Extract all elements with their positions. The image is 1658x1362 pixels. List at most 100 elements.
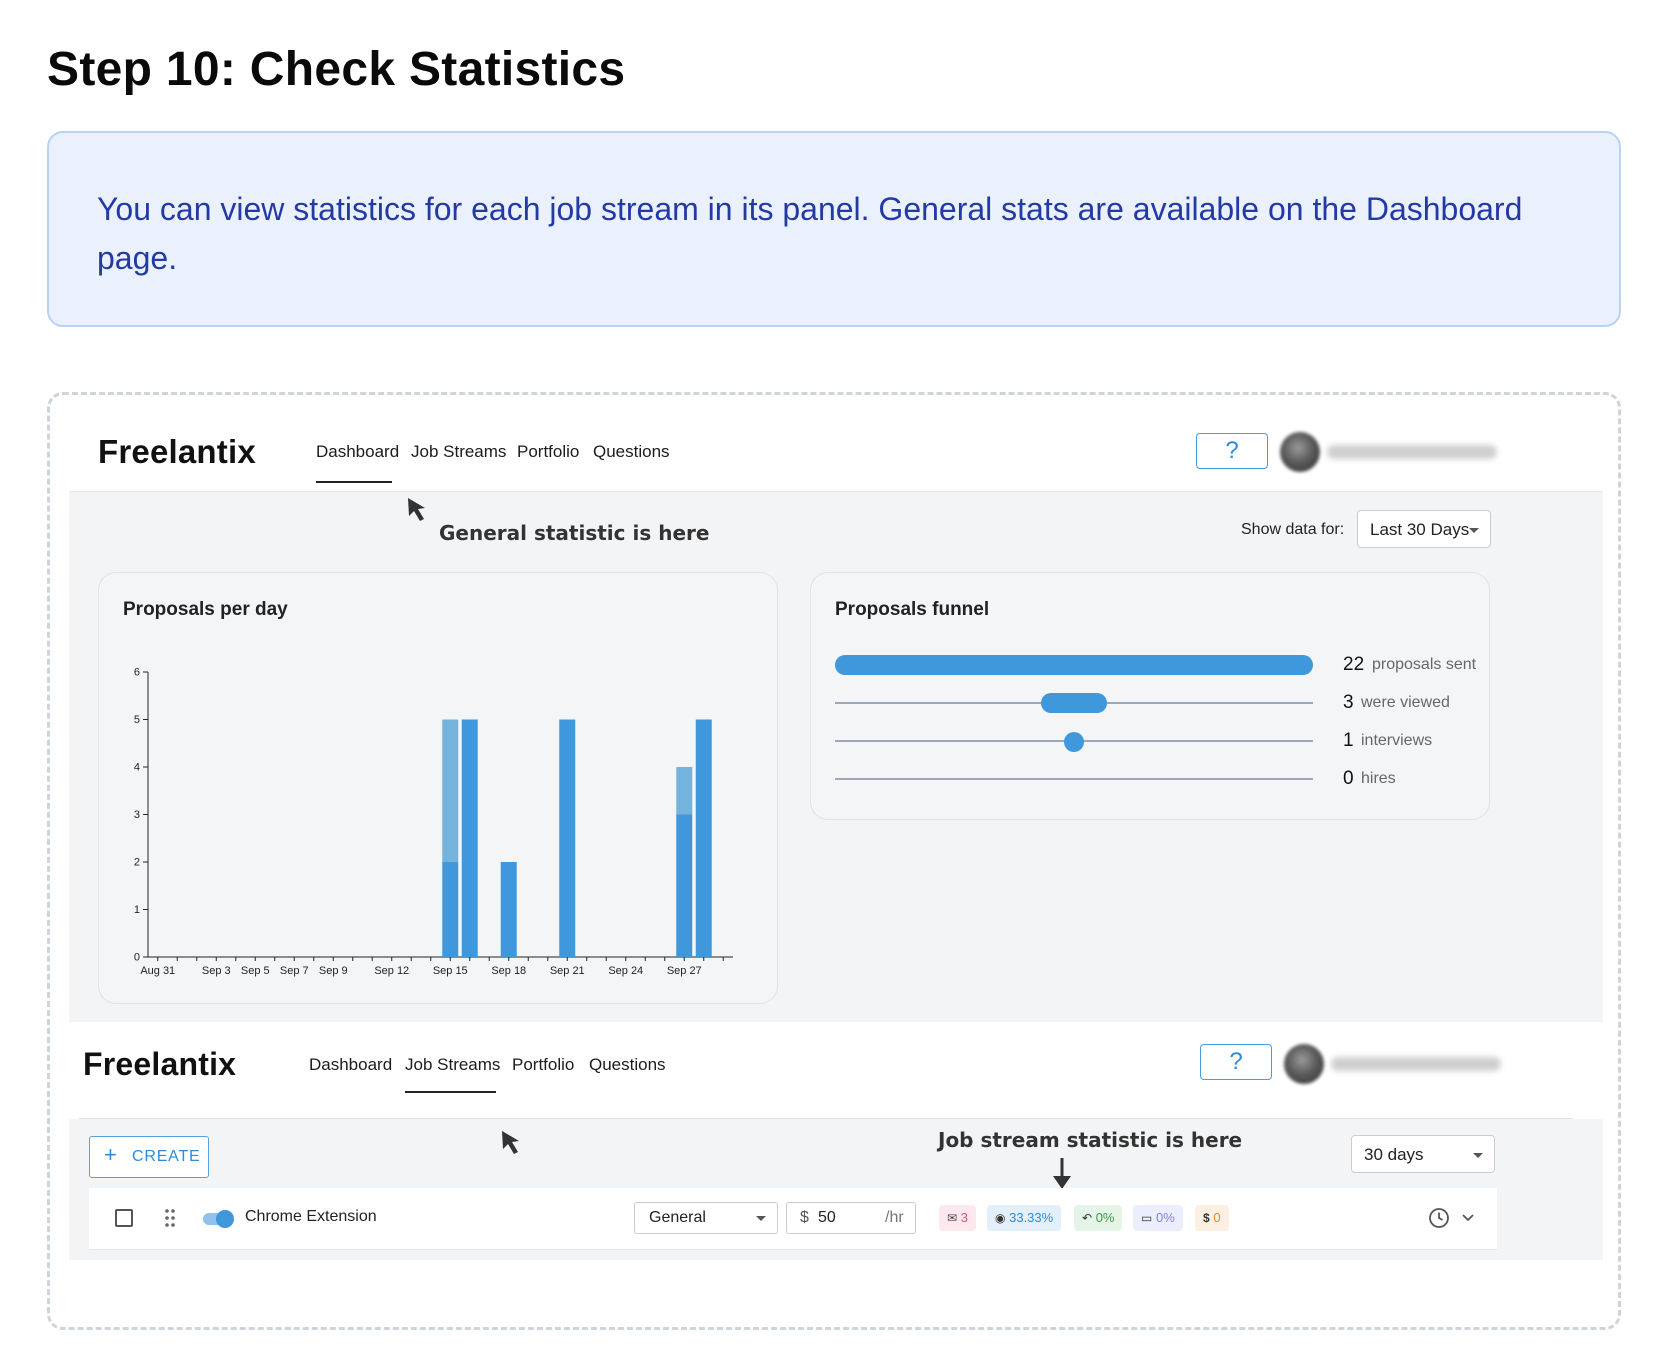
nav-job-streams[interactable]: Job Streams (411, 442, 507, 461)
job-stream-row[interactable]: Chrome Extension General $ 50 /hr ✉ 3 ◉ … (89, 1188, 1497, 1250)
proposals-bar-chart: 0 1 2 3 4 5 6 Aug 31 Sep 3 Sep 5 Sep 7 Sep 9 Sep 12 S… (134, 667, 733, 977)
funnel-bar-sent (835, 655, 1313, 675)
step-title: Step 10: Check Statistics (47, 43, 626, 96)
blurred-email (1331, 1057, 1501, 1071)
bar-primary (695, 719, 712, 957)
bar-primary (461, 719, 478, 957)
chevron-down-icon (1469, 528, 1479, 533)
funnel-track (835, 778, 1313, 780)
funnel-label: hires (1361, 770, 1396, 787)
proposals-funnel-card: Proposals funnel 22 proposals sent 3 wer… (810, 572, 1490, 820)
help-button[interactable]: ? (1200, 1044, 1272, 1080)
blurred-email (1327, 445, 1497, 459)
eye-icon: ◉ (995, 1211, 1006, 1225)
x-tick-label: Sep 7 (280, 965, 309, 977)
bar-primary (500, 862, 517, 957)
y-tick-label: 6 (134, 667, 140, 679)
stat-chip-hires: $ 0 (1195, 1205, 1229, 1231)
funnel-value: 3 (1343, 692, 1354, 713)
nav-dashboard[interactable]: Dashboard (309, 1055, 393, 1074)
nav-portfolio[interactable]: Portfolio (517, 442, 580, 461)
bar-secondary (442, 719, 459, 862)
avatar[interactable] (1280, 432, 1320, 472)
category-value: General (649, 1209, 706, 1226)
cursor-arrow-icon (408, 498, 425, 521)
chevron-down-icon[interactable] (1461, 1212, 1475, 1224)
screenshot-frame: Freelantix Dashboard Job Streams Portfol… (47, 392, 1621, 1330)
stat-value: 3 (960, 1210, 968, 1225)
info-callout: You can view statistics for each job str… (47, 131, 1621, 327)
proposals-per-day-card: Proposals per day 0 1 2 3 4 5 6 Aug 31 Sep 3 Sep … (98, 572, 778, 1004)
stream-toggle-knob[interactable] (216, 1210, 234, 1228)
dollar-icon: $ (1203, 1211, 1210, 1225)
funnel-row-sent (835, 653, 1313, 677)
chart-title: Proposals per day (123, 599, 288, 620)
job-streams-screenshot: Freelantix Dashboard Job Streams Portfol… (69, 1022, 1603, 1260)
y-tick-label: 4 (134, 762, 140, 774)
active-tab-indicator (405, 1091, 496, 1093)
days-select[interactable]: 30 days (1351, 1135, 1495, 1173)
x-tick-label: Sep 12 (374, 965, 409, 977)
nav-questions[interactable]: Questions (593, 442, 670, 461)
range-select-value: Last 30 Days (1370, 520, 1470, 539)
info-text: You can view statistics for each job str… (97, 191, 1523, 276)
category-select[interactable]: General (634, 1202, 778, 1234)
y-tick-label: 1 (134, 904, 140, 916)
y-tick-label: 5 (134, 714, 140, 726)
x-tick-label: Sep 21 (550, 965, 585, 977)
nav-divider (79, 1118, 1573, 1119)
briefcase-icon: ▭ (1141, 1211, 1153, 1225)
create-button[interactable]: + CREATE (89, 1136, 209, 1178)
nav-portfolio[interactable]: Portfolio (512, 1055, 575, 1074)
funnel-row-interviews (835, 729, 1313, 753)
reply-icon: ↶ (1082, 1211, 1093, 1225)
stat-value: 0% (1155, 1210, 1175, 1225)
annotation-general: General statistic is here (439, 521, 710, 545)
stat-value: 0% (1095, 1210, 1115, 1225)
show-data-label: Show data for: (1241, 521, 1345, 538)
funnel-title: Proposals funnel (835, 599, 990, 620)
days-select-value: 30 days (1364, 1145, 1424, 1164)
arrow-down-icon (1053, 1158, 1071, 1189)
chevron-down-icon (756, 1216, 766, 1221)
bar-secondary (676, 767, 693, 815)
stat-chip-proposals: ✉ 3 (939, 1205, 976, 1231)
rate-unit: /hr (885, 1209, 904, 1226)
stream-name[interactable]: Chrome Extension (245, 1208, 377, 1225)
bar-primary (559, 719, 576, 957)
x-tick-label: Sep 24 (608, 965, 643, 977)
second-navbar: Freelantix Dashboard Job Streams Portfol… (69, 1022, 1603, 1119)
dashboard-screenshot: Freelantix Dashboard Job Streams Portfol… (69, 412, 1603, 1063)
drag-handle-icon[interactable] (164, 1208, 176, 1228)
stat-chip-replies: ↶ 0% (1074, 1205, 1123, 1231)
clock-icon[interactable] (1428, 1207, 1450, 1229)
logo[interactable]: Freelantix (98, 433, 256, 470)
funnel-label: proposals sent (1372, 656, 1477, 673)
stat-chip-viewed: ◉ 33.33% (987, 1205, 1062, 1231)
row-checkbox[interactable] (115, 1209, 133, 1227)
nav-dashboard[interactable]: Dashboard (316, 442, 400, 461)
logo[interactable]: Freelantix (83, 1046, 237, 1082)
funnel-label: were viewed (1361, 694, 1450, 711)
range-select[interactable]: Last 30 Days (1357, 510, 1491, 548)
y-tick-label: 0 (134, 952, 140, 964)
help-button[interactable]: ? (1196, 433, 1268, 469)
x-tick-label: Aug 31 (140, 965, 175, 977)
avatar[interactable] (1284, 1044, 1324, 1084)
nav-questions[interactable]: Questions (589, 1055, 666, 1074)
y-tick-label: 3 (134, 809, 140, 821)
funnel-label: interviews (1361, 732, 1433, 749)
stat-chip-interviews: ▭ 0% (1133, 1205, 1183, 1231)
annotation-job-stream: Job stream statistic is here (938, 1128, 1243, 1152)
rate-value: 50 (818, 1209, 836, 1226)
funnel-bar-viewed (1041, 693, 1107, 713)
bar-primary (442, 862, 459, 957)
rate-input[interactable]: $ 50 /hr (786, 1202, 916, 1234)
nav-job-streams[interactable]: Job Streams (405, 1055, 501, 1074)
x-tick-label: Sep 5 (241, 965, 270, 977)
x-tick-label: Sep 9 (319, 965, 348, 977)
active-tab-indicator (316, 481, 392, 483)
cursor-arrow-icon (502, 1131, 519, 1154)
stat-value: 0 (1213, 1210, 1221, 1225)
chevron-down-icon (1473, 1153, 1483, 1158)
